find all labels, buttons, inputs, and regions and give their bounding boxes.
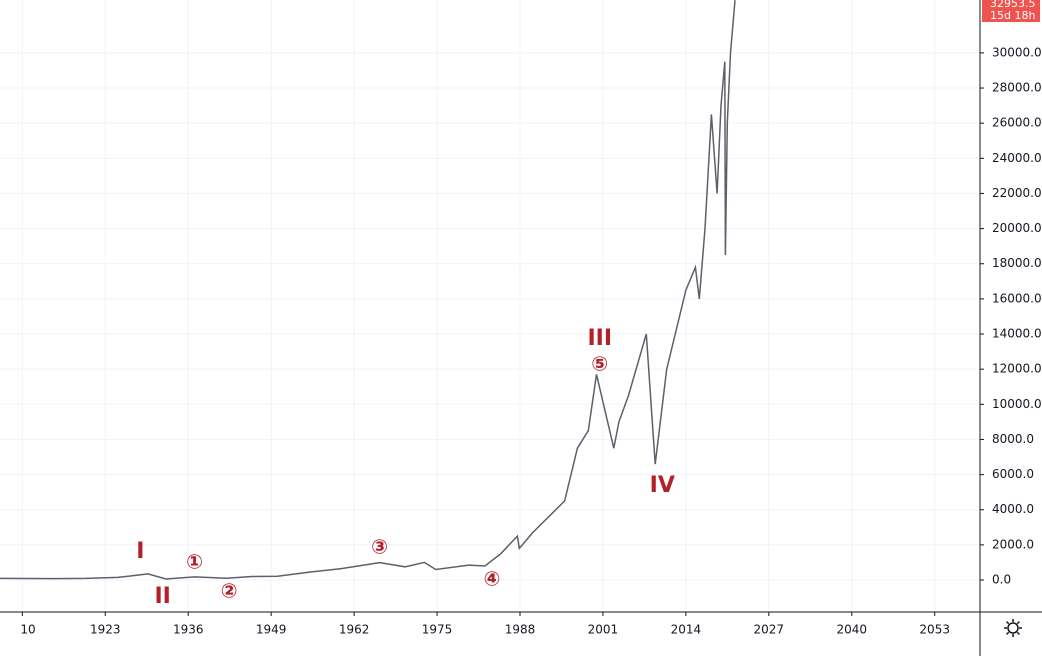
y-tick-label: 4000.0 (992, 502, 1034, 516)
x-tick-label: 2001 (588, 623, 619, 637)
wave-label: ⑤ (591, 351, 608, 375)
y-tick-label: 10000.0 (992, 397, 1042, 411)
wave-label: II (155, 584, 171, 609)
countdown-label: 15d 18h (990, 9, 1035, 22)
x-tick-label: 2014 (671, 623, 702, 637)
wave-label: I (136, 539, 144, 564)
x-tick-label: 2027 (754, 623, 785, 637)
price-line (0, 0, 736, 580)
y-tick-label: 22000.0 (992, 186, 1042, 200)
x-tick-label: 1923 (90, 623, 121, 637)
x-tick-label: 1949 (256, 623, 287, 637)
y-tick-label: 14000.0 (992, 327, 1042, 341)
y-tick-label: 6000.0 (992, 467, 1034, 481)
y-tick-label: 8000.0 (992, 432, 1034, 446)
y-tick-label: 24000.0 (992, 151, 1042, 165)
y-tick-label: 12000.0 (992, 362, 1042, 376)
x-tick-label: 2040 (836, 623, 867, 637)
x-tick-label: 2053 (919, 623, 950, 637)
y-tick-label: 28000.0 (992, 81, 1042, 95)
x-tick-label: 1962 (339, 623, 370, 637)
x-tick-label: 1975 (422, 623, 453, 637)
wave-label: ① (186, 549, 203, 573)
price-label: 32953.5 (990, 0, 1036, 10)
price-tag (982, 0, 1040, 22)
y-tick-label: 30000.0 (992, 45, 1042, 59)
wave-label: III (587, 326, 612, 351)
x-tick-label: 10 (20, 623, 35, 637)
x-tick-label: 1988 (505, 623, 536, 637)
y-tick-label: 2000.0 (992, 537, 1034, 551)
y-tick-label: 18000.0 (992, 256, 1042, 270)
wave-label: ③ (371, 535, 388, 559)
x-tick-label: 1936 (173, 623, 204, 637)
y-tick-label: 26000.0 (992, 116, 1042, 130)
y-tick-label: 20000.0 (992, 221, 1042, 235)
wave-label: ④ (483, 567, 500, 591)
wave-label: IV (650, 473, 675, 498)
y-tick-label: 16000.0 (992, 291, 1042, 305)
wave-label: ② (221, 578, 238, 602)
settings-icon[interactable] (1004, 619, 1022, 637)
y-tick-label: 0.0 (992, 573, 1011, 587)
